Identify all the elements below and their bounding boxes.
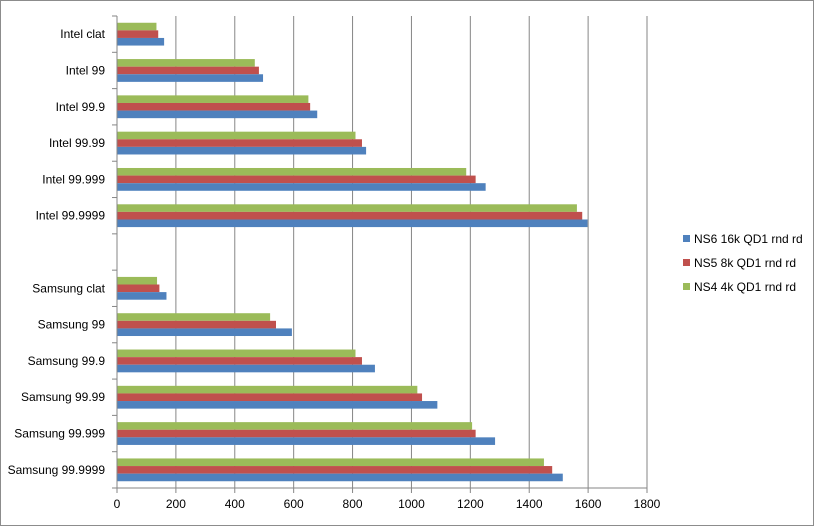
bar (117, 349, 356, 358)
bar (117, 175, 476, 184)
category-label: Intel 99.9999 (36, 209, 106, 223)
x-tick-label: 1000 (398, 497, 425, 511)
category-label: Intel 99 (66, 63, 106, 77)
legend-swatch (683, 283, 690, 290)
gridlines (175, 16, 648, 488)
bar (117, 385, 418, 394)
bar (117, 429, 476, 438)
bar (117, 167, 467, 176)
bar (117, 437, 496, 445)
bar (117, 66, 259, 75)
bar (117, 422, 473, 430)
x-tick-label: 800 (343, 497, 363, 511)
bar (117, 211, 583, 220)
category-label: Samsung 99.999 (14, 427, 105, 441)
bar (117, 102, 311, 111)
category-label: Intel 99.99 (49, 136, 105, 150)
x-tick-label: 600 (284, 497, 304, 511)
bar (117, 95, 309, 103)
x-tick-labels: 0 200 400 600 800 1000 1200 1400 1600 1800 (114, 497, 661, 511)
bar (117, 357, 362, 365)
bar (117, 458, 544, 467)
legend-swatch (683, 259, 690, 266)
axes (112, 15, 648, 493)
bar (117, 131, 356, 140)
x-tick-label: 1400 (516, 497, 543, 511)
bar (117, 292, 167, 300)
bar (117, 328, 292, 337)
category-label: Samsung 99.9999 (8, 463, 106, 477)
category-label: Samsung 99.9 (28, 354, 106, 368)
category-label: Intel 99.999 (42, 172, 105, 186)
bar (117, 401, 438, 409)
bar (117, 30, 159, 38)
x-tick-label: 1200 (457, 497, 484, 511)
x-tick-label: 1800 (634, 497, 661, 511)
x-tick-label: 0 (114, 497, 121, 511)
bar (117, 320, 276, 329)
legend-label: NS4 4k QD1 rnd rd (694, 280, 796, 294)
bar (117, 59, 255, 67)
category-label: Samsung 99.99 (21, 390, 105, 404)
category-label: Samsung 99 (38, 318, 106, 332)
bar (117, 284, 160, 293)
category-label: Samsung clat (32, 281, 105, 295)
bar (117, 37, 165, 46)
bar (117, 74, 264, 82)
bar (117, 276, 158, 285)
legend-label: NS6 16k QD1 rnd rd (694, 232, 803, 246)
bar (117, 183, 486, 191)
category-label: Intel 99.9 (56, 100, 106, 114)
x-tick-label: 200 (166, 497, 186, 511)
bar (117, 110, 318, 119)
legend-swatch (683, 235, 690, 242)
legend: NS6 16k QD1 rnd rd NS5 8k QD1 rnd rd NS4 4… (683, 232, 803, 294)
x-tick-label: 1600 (575, 497, 602, 511)
bars (117, 22, 588, 482)
bar (117, 473, 563, 482)
bar (117, 22, 157, 31)
legend-label: NS5 8k QD1 rnd rd (694, 256, 796, 270)
bar (117, 313, 271, 321)
bar (117, 393, 423, 402)
category-labels: Intel clat Intel 99 Intel 99.9 Intel 99.99 I… (8, 27, 106, 477)
bar (117, 139, 362, 147)
x-tick-label: 400 (225, 497, 245, 511)
bar (117, 219, 588, 228)
bar (117, 204, 577, 212)
bar (117, 364, 375, 373)
category-label: Intel clat (60, 27, 105, 41)
bar (117, 466, 553, 474)
bar (117, 146, 367, 155)
